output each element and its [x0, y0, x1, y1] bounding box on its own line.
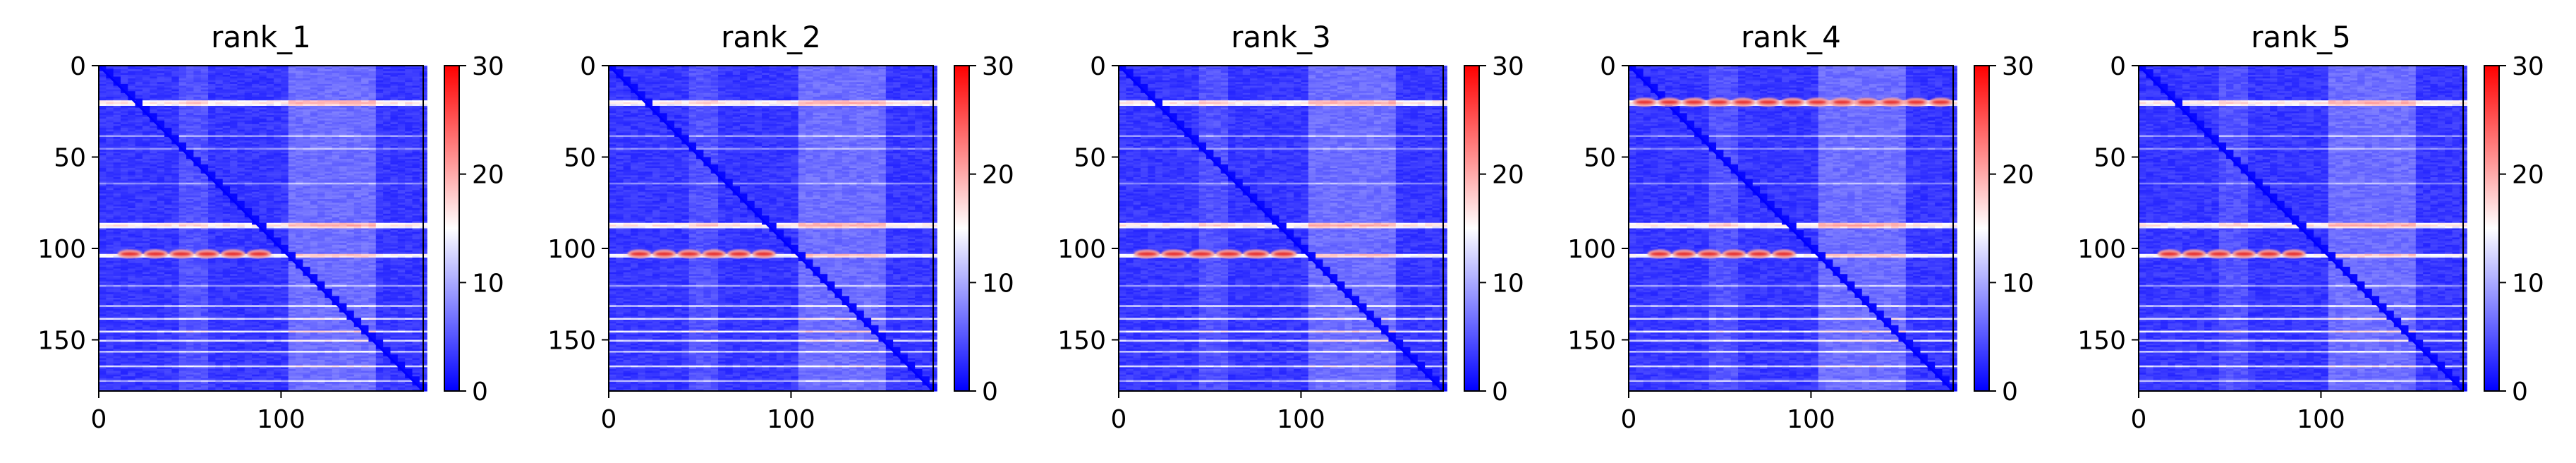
heatmap-rank_1	[99, 66, 427, 392]
